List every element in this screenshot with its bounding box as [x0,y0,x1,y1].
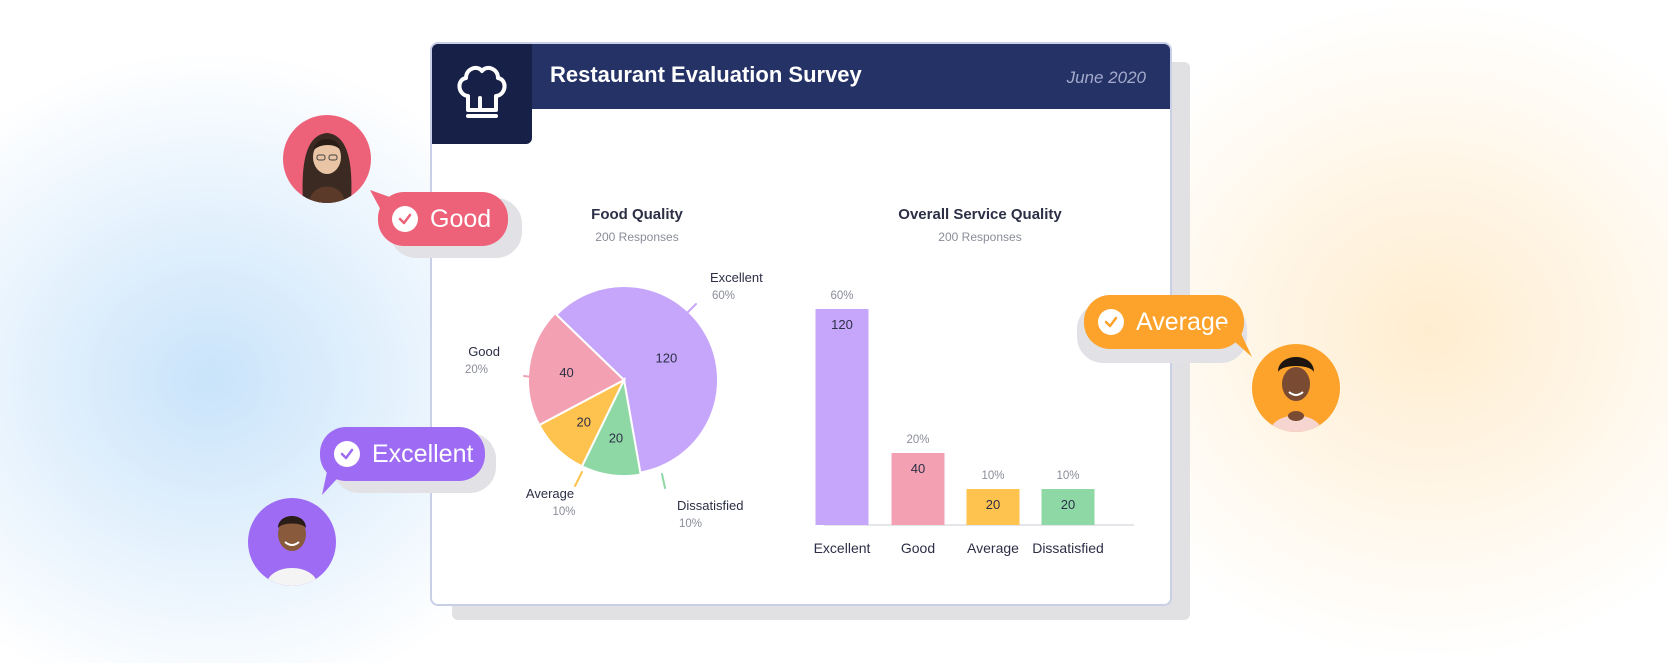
charts: Food Quality 200 Responses 120 20 20 40 Exce… [465,206,1134,556]
logo [432,44,532,144]
pie-leader-line-dissatisfied [661,473,666,489]
pie-value-label-dissatisfied: 20 [609,430,623,445]
good-bubble-label: Good [430,204,492,233]
bar-value-label-dissatisfied: 20 [1061,497,1075,512]
check-icon [392,206,418,232]
pie-slice-excellent [554,285,719,474]
bar-subtitle: 200 Responses [938,230,1021,244]
survey-title: Restaurant Evaluation Survey [550,62,862,87]
pie-value-label-good: 40 [559,365,573,380]
excellent-bubble-label: Excellent [372,439,474,468]
bar-category-label-dissatisfied: Dissatisfied [1032,540,1104,556]
pie-percent-label-good: 20% [465,364,488,376]
bar-value-label-average: 20 [986,497,1000,512]
card-header: Restaurant Evaluation Survey June 2020 [432,44,1170,109]
pie-chart: 120 20 20 40 Excellent 60% Good 20% Average 10% Di… [465,270,763,530]
bar-excellent [815,309,869,525]
pie-category-label-average: Average [526,486,574,501]
pie-slice-good [527,311,626,427]
bar-value-label-excellent: 120 [831,317,853,332]
pie-category-label-excellent: Excellent [710,270,763,285]
bar-chart: 120 60% Excellent 40 20% Good 20 10% Average 20 10… [814,290,1104,556]
pie-leader-line-good [523,375,533,378]
good-bubble: Good [370,190,508,246]
survey-card: Restaurant Evaluation Survey June 2020 F… [430,42,1172,606]
bar-percent-label-good: 20% [906,434,929,446]
bar-dissatisfied [1041,489,1095,525]
pie-category-label-good: Good [468,344,500,359]
bar-percent-label-dissatisfied: 10% [1056,470,1079,482]
bar-percent-label-excellent: 60% [830,290,853,302]
bar-category-label-average: Average [967,540,1019,556]
pie-title: Food Quality [591,206,683,223]
pie-category-label-dissatisfied: Dissatisfied [677,498,743,513]
bar-value-label-good: 40 [911,461,925,476]
excellent-bubble: Excellent [320,427,485,495]
check-icon [1098,309,1124,335]
average-bubble-label: Average [1136,307,1229,336]
pie-leader-line-excellent [685,303,697,315]
bar-average [966,489,1020,525]
pie-value-label-excellent: 120 [656,350,678,365]
survey-date: June 2020 [1066,68,1146,87]
pie-value-label-average: 20 [576,415,590,430]
check-icon [334,441,360,467]
bubble-tail [370,190,398,216]
bar-title: Overall Service Quality [898,206,1062,223]
pie-percent-label-average: 10% [552,506,575,518]
bar-good [891,453,945,525]
pie-leader-line-average [574,471,583,487]
average-bubble: Average [1084,295,1252,357]
pie-percent-label-dissatisfied: 10% [679,518,702,530]
avatar-man-left [248,498,336,586]
pie-percent-label-excellent: 60% [712,290,735,302]
bubble-tail [322,467,348,495]
bar-category-label-excellent: Excellent [814,540,871,556]
avatar-man-right [1252,344,1340,432]
bar-percent-label-average: 10% [981,470,1004,482]
chef-hat-icon [457,65,507,118]
avatar-woman [283,115,371,203]
pie-subtitle: 200 Responses [595,230,678,244]
bar-category-label-good: Good [901,540,935,556]
bubble-tail [1218,327,1252,357]
